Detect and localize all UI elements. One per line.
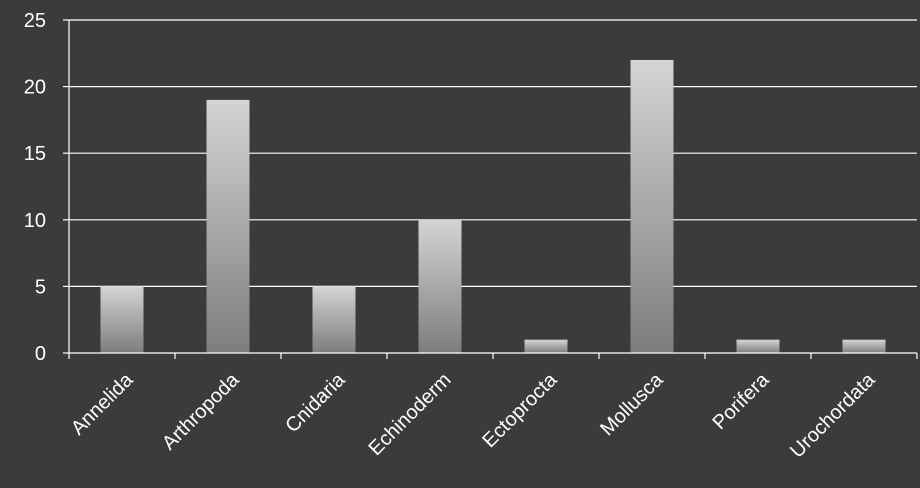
x-tick-label: Annelida	[67, 368, 138, 439]
x-tick-label: Urochordata	[786, 368, 880, 462]
bars	[101, 60, 886, 353]
bar-urochordata	[843, 340, 886, 353]
bar-mollusca	[631, 60, 674, 353]
x-tick-label: Ectoprocta	[478, 368, 562, 452]
x-tick-label: Echinoderm	[365, 369, 456, 460]
y-tick-label: 10	[24, 210, 46, 232]
y-tick-label: 25	[24, 10, 46, 32]
bar-ectoprocta	[525, 340, 568, 353]
bar-cnidaria	[313, 286, 356, 353]
gridlines	[69, 20, 917, 286]
x-tick-labels: Annelida Arthropoda Cnidaria Echinoderm Ecto…	[67, 368, 880, 462]
bar-porifera	[737, 340, 780, 353]
x-tick-label: Mollusca	[596, 368, 668, 440]
y-tick-labels: 0 5 10 15 20 25	[24, 10, 46, 365]
bar-echinoderm	[419, 220, 462, 353]
y-tick-label: 0	[35, 343, 46, 365]
bar-arthropoda	[207, 100, 250, 353]
x-tick-label: Arthropoda	[158, 368, 244, 454]
x-tick-label: Cnidaria	[281, 368, 350, 437]
bar-annelida	[101, 286, 144, 353]
y-tick-label: 15	[24, 143, 46, 165]
axes	[63, 20, 917, 359]
y-tick-label: 20	[24, 77, 46, 99]
x-tick-label: Porifera	[708, 368, 774, 434]
y-tick-label: 5	[35, 276, 46, 298]
